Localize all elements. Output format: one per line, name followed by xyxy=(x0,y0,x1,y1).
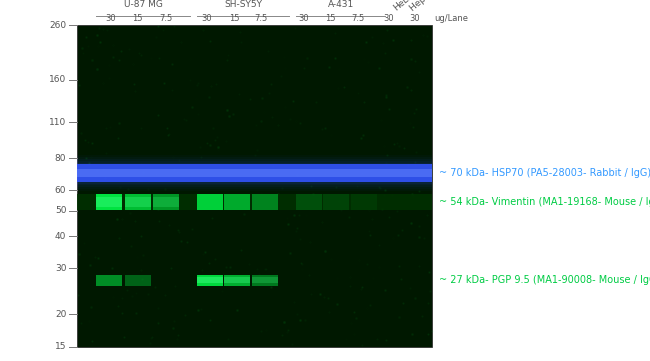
Bar xyxy=(96,194,122,210)
Text: 30: 30 xyxy=(55,264,66,273)
Bar xyxy=(77,164,432,182)
Text: 15: 15 xyxy=(325,14,335,23)
Text: 7.5: 7.5 xyxy=(159,14,172,23)
Bar xyxy=(224,194,250,210)
Text: 30: 30 xyxy=(202,14,212,23)
Bar xyxy=(224,278,250,283)
Bar xyxy=(153,194,179,210)
Bar xyxy=(252,194,278,210)
Text: 160: 160 xyxy=(49,75,66,84)
Bar xyxy=(125,197,151,207)
Bar xyxy=(77,157,432,189)
Bar xyxy=(224,275,250,286)
Text: 30: 30 xyxy=(410,14,420,23)
Text: ~ 27 kDa- PGP 9.5 (MA1-90008- Mouse / IgG): ~ 27 kDa- PGP 9.5 (MA1-90008- Mouse / Ig… xyxy=(439,275,650,285)
Text: ~ 70 kDa- HSP70 (PA5-28003- Rabbit / IgG): ~ 70 kDa- HSP70 (PA5-28003- Rabbit / IgG… xyxy=(439,168,650,178)
Text: 80: 80 xyxy=(55,153,66,162)
Text: 7.5: 7.5 xyxy=(351,14,364,23)
Bar xyxy=(153,197,179,207)
Text: 20: 20 xyxy=(55,310,66,319)
Text: 40: 40 xyxy=(55,232,66,240)
Bar xyxy=(96,275,122,286)
Text: 110: 110 xyxy=(49,118,66,127)
Bar xyxy=(96,197,122,207)
Text: U-87 MG: U-87 MG xyxy=(124,0,162,9)
Bar xyxy=(77,155,432,191)
Text: 15: 15 xyxy=(229,14,239,23)
Bar xyxy=(77,159,432,187)
Bar xyxy=(77,169,432,177)
Text: 50: 50 xyxy=(55,206,66,216)
Text: A-431: A-431 xyxy=(328,0,354,9)
Text: ug/Lane: ug/Lane xyxy=(434,14,468,23)
Text: ~ 54 kDa- Vimentin (MA1-19168- Mouse / IgM): ~ 54 kDa- Vimentin (MA1-19168- Mouse / I… xyxy=(439,197,650,207)
Text: Hep G2: Hep G2 xyxy=(408,0,440,13)
Text: 7.5: 7.5 xyxy=(255,14,268,23)
Text: 30: 30 xyxy=(384,14,394,23)
Bar xyxy=(77,161,432,185)
Text: 260: 260 xyxy=(49,21,66,30)
Bar xyxy=(323,194,349,210)
Bar xyxy=(77,162,432,183)
Bar xyxy=(125,275,151,286)
Text: 60: 60 xyxy=(55,186,66,195)
Bar xyxy=(252,275,278,286)
Text: 15: 15 xyxy=(55,342,66,351)
Bar xyxy=(351,194,377,210)
Text: 30: 30 xyxy=(105,14,116,23)
Text: 30: 30 xyxy=(298,14,309,23)
Text: SH-SY5Y: SH-SY5Y xyxy=(224,0,262,9)
Bar xyxy=(197,275,223,286)
Bar xyxy=(252,278,278,283)
Bar xyxy=(125,194,151,210)
Text: HeLa: HeLa xyxy=(392,0,415,13)
Bar xyxy=(77,194,432,210)
Bar xyxy=(296,194,322,210)
Bar xyxy=(197,194,223,210)
Bar xyxy=(77,164,432,182)
Bar xyxy=(197,278,223,283)
Text: 15: 15 xyxy=(133,14,143,23)
Bar xyxy=(77,25,432,347)
